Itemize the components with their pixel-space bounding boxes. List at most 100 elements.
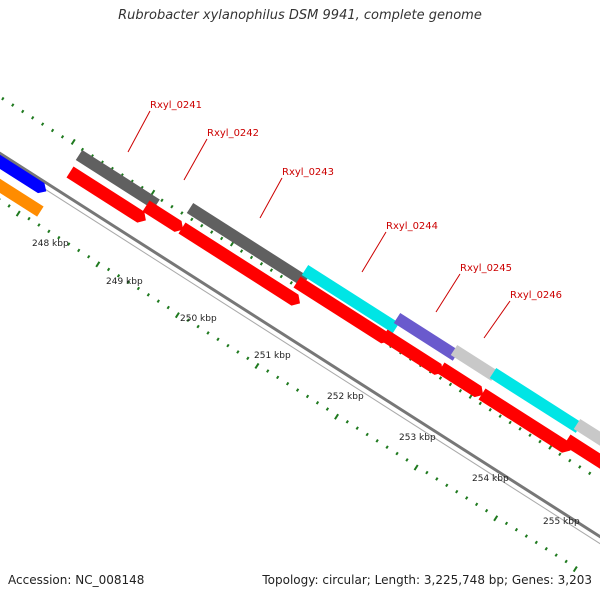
minor-tick: [200, 223, 204, 228]
minor-tick: [21, 109, 25, 114]
cds-arrow-4: [293, 276, 390, 344]
scale-label: 250 kbp: [180, 314, 217, 324]
cds-arrow-6: [437, 362, 484, 398]
major-tick: [15, 210, 21, 217]
cds-arrow-7: [478, 388, 571, 453]
minor-tick: [30, 115, 35, 120]
minor-tick: [80, 147, 85, 152]
minor-tick: [554, 553, 558, 557]
cds-arrow-8: [563, 434, 600, 469]
minor-tick: [438, 376, 443, 380]
minor-tick: [226, 343, 230, 348]
minor-tick: [305, 394, 310, 399]
minor-tick: [186, 318, 190, 323]
gene-feature-rxyl-0243: [186, 202, 309, 287]
map-title: Rubrobacter xylanophilus DSM 9941, compl…: [118, 8, 482, 23]
major-tick: [493, 515, 499, 522]
gene-feature-blue: [0, 154, 47, 194]
minor-tick: [465, 496, 469, 500]
gene-label: Rxyl_0243: [282, 167, 334, 178]
gene-label: Rxyl_0242: [207, 128, 259, 139]
minor-tick: [106, 267, 111, 272]
minor-tick: [156, 299, 160, 303]
label-leaders: [127, 110, 511, 339]
major-tick: [95, 261, 101, 268]
scale-label: 248 kbp: [32, 239, 69, 249]
minor-tick: [266, 369, 270, 373]
minor-tick: [279, 274, 283, 279]
gene-label: Rxyl_0241: [150, 100, 202, 111]
minor-tick: [285, 381, 290, 386]
label-leader-line: [127, 110, 151, 153]
minor-tick: [365, 432, 369, 437]
minor-tick: [206, 331, 210, 335]
minor-tick: [524, 534, 529, 538]
minor-tick: [395, 451, 399, 456]
minor-tick: [40, 122, 45, 126]
gene-feature-edge: [573, 418, 600, 446]
minor-tick: [474, 502, 479, 507]
minor-tick: [448, 382, 453, 387]
minor-tick: [27, 216, 31, 221]
major-tick: [572, 566, 578, 573]
minor-tick: [385, 445, 389, 450]
accession-text: Accession: NC_008148: [8, 573, 145, 587]
scale-label: 251 kbp: [254, 351, 291, 361]
label-leader-line: [183, 138, 208, 181]
minor-tick: [375, 439, 379, 443]
minor-tick: [126, 280, 131, 284]
scale-label: 255 kbp: [543, 517, 580, 527]
labels: Rxyl_0241 Rxyl_0242 Rxyl_0243 Rxyl_0244 Rxyl…: [32, 100, 580, 527]
label-leader-line: [259, 177, 283, 219]
minor-tick: [425, 470, 429, 475]
backbone-inner-line: [0, 159, 600, 545]
minor-tick: [564, 559, 568, 564]
minor-tick: [295, 388, 300, 392]
major-tick: [413, 464, 419, 471]
minor-tick: [246, 356, 250, 361]
minor-tick: [136, 286, 141, 291]
cds-arrow-2: [142, 200, 184, 232]
minor-tick: [558, 452, 562, 457]
minor-tick: [289, 281, 293, 285]
minor-tick: [57, 235, 61, 240]
minor-tick: [216, 337, 220, 342]
label-leader-line: [435, 273, 461, 313]
minor-tick: [276, 375, 280, 380]
minor-tick: [504, 521, 509, 526]
minor-tick: [478, 401, 482, 406]
minor-tick: [160, 198, 164, 203]
minor-tick: [219, 236, 224, 241]
minor-tick: [405, 458, 409, 462]
cds-arrow-1: [66, 166, 146, 223]
minor-tick: [116, 273, 121, 278]
minor-tick: [528, 433, 532, 438]
genome-summary-text: Topology: circular; Length: 3,225,748 bp…: [262, 573, 592, 587]
minor-tick: [47, 229, 51, 234]
minor-tick: [190, 217, 194, 222]
minor-tick: [315, 400, 320, 405]
minor-tick: [355, 426, 359, 430]
gene-label: Rxyl_0245: [460, 263, 512, 274]
gene-feature-rxyl-0241: [75, 149, 160, 210]
minor-tick: [568, 458, 572, 463]
minor-tick: [67, 242, 71, 246]
gene-feature-rxyl-0245: [393, 312, 460, 361]
minor-tick: [445, 483, 449, 488]
minor-tick: [269, 268, 274, 272]
minor-tick: [488, 408, 492, 412]
minor-tick: [508, 420, 512, 425]
label-leader-line: [483, 300, 511, 339]
minor-tick: [60, 135, 65, 139]
minor-tick: [210, 230, 214, 234]
cds-arrow-5: [380, 329, 444, 375]
minor-tick: [345, 420, 349, 424]
minor-tick: [325, 407, 330, 411]
gene-label: Rxyl_0244: [386, 221, 438, 232]
minor-tick: [544, 546, 548, 551]
minor-tick: [578, 465, 582, 469]
minor-tick: [455, 489, 459, 494]
minor-tick: [166, 305, 170, 310]
minor-tick: [259, 261, 264, 266]
minor-tick: [588, 471, 592, 476]
